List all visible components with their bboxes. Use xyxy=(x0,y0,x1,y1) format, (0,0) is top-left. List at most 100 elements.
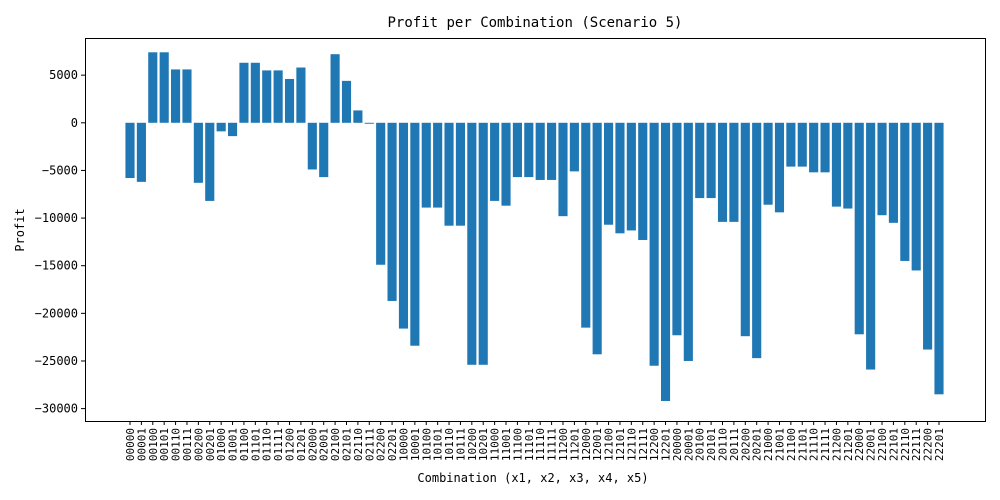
y-tick-label: −20000 xyxy=(35,306,78,320)
x-tick-label: 22201 xyxy=(933,428,946,461)
bar-11111 xyxy=(547,122,557,180)
bar-11001 xyxy=(501,122,511,206)
bar-22001 xyxy=(866,122,876,370)
bar-00200 xyxy=(193,122,203,183)
x-tick-label: 22200 xyxy=(922,428,935,461)
bar-00001 xyxy=(136,122,146,182)
x-tick-label: 00001 xyxy=(135,428,148,461)
bar-02111 xyxy=(364,122,374,124)
bar-22201 xyxy=(934,122,944,395)
bar-20101 xyxy=(706,122,716,199)
bar-02200 xyxy=(376,122,386,265)
x-tick-label: 02001 xyxy=(318,428,331,461)
bar-10000 xyxy=(398,122,409,329)
bar-01000 xyxy=(216,122,226,132)
x-tick-label: 10000 xyxy=(397,428,410,461)
x-tick-label: 11111 xyxy=(546,428,559,461)
bar-11110 xyxy=(535,122,545,180)
bar-10201 xyxy=(478,122,488,365)
x-tick-label: 00200 xyxy=(192,428,205,461)
bar-20000 xyxy=(672,122,682,336)
x-tick-label: 20201 xyxy=(751,428,764,461)
x-tick-label: 12001 xyxy=(591,428,604,461)
x-tick-label: 00111 xyxy=(181,428,194,461)
x-tick-label: 01110 xyxy=(261,428,274,461)
x-tick-label: 02100 xyxy=(329,428,342,461)
x-tick-label: 02200 xyxy=(375,428,388,461)
y-tick-label: −25000 xyxy=(35,354,78,368)
x-tick-label: 01201 xyxy=(295,428,308,461)
x-tick-label: 21000 xyxy=(762,428,775,461)
bar-21111 xyxy=(820,122,830,173)
bar-20200 xyxy=(740,122,750,337)
x-tick-label: 22111 xyxy=(910,428,923,461)
x-tick-label: 10110 xyxy=(443,428,456,461)
bar-01100 xyxy=(239,62,249,123)
x-tick-label: 12200 xyxy=(648,428,661,461)
bar-21110 xyxy=(809,122,819,173)
x-tick-label: 02110 xyxy=(352,428,365,461)
x-tick-label: 11100 xyxy=(511,428,524,461)
x-tick-label: 21201 xyxy=(842,428,855,461)
bar-00201 xyxy=(205,122,215,201)
x-tick-label: 02101 xyxy=(340,428,353,461)
bar-11101 xyxy=(524,122,534,178)
bar-22111 xyxy=(911,122,921,271)
x-tick-label: 10200 xyxy=(466,428,479,461)
x-tick-label: 12201 xyxy=(660,428,673,461)
bar-20110 xyxy=(717,122,728,222)
bar-02101 xyxy=(341,80,352,123)
bar-10100 xyxy=(421,122,431,208)
y-tick-label: −10000 xyxy=(35,211,78,225)
bar-02100 xyxy=(330,54,340,123)
bar-21200 xyxy=(831,122,842,207)
bar-22200 xyxy=(923,122,933,350)
bar-10110 xyxy=(444,122,454,226)
bar-12111 xyxy=(638,122,648,240)
x-tick-label: 12100 xyxy=(603,428,616,461)
chart-title: Profit per Combination (Scenario 5) xyxy=(387,15,682,31)
y-tick-label: −15000 xyxy=(35,259,78,273)
x-tick-label: 11200 xyxy=(557,428,570,461)
x-tick-label: 20200 xyxy=(739,428,752,461)
bar-11100 xyxy=(512,122,522,178)
x-tick-label: 12111 xyxy=(637,428,650,461)
bar-00110 xyxy=(171,69,181,123)
bar-21100 xyxy=(786,122,796,167)
x-axis-label: Combination (x1, x2, x3, x4, x5) xyxy=(417,471,648,485)
bar-12200 xyxy=(649,122,659,366)
bar-21001 xyxy=(774,122,785,213)
x-tick-label: 21101 xyxy=(796,428,809,461)
x-tick-label: 22001 xyxy=(865,428,878,461)
bar-11200 xyxy=(558,122,568,217)
x-tick-label: 02111 xyxy=(363,428,376,461)
y-axis-label: Profit xyxy=(13,208,27,251)
bar-10200 xyxy=(467,122,477,365)
bars-group xyxy=(125,52,944,401)
bar-12101 xyxy=(615,122,625,234)
x-tick-label: 21111 xyxy=(819,428,832,461)
bar-21101 xyxy=(797,122,807,167)
x-tick-label: 12110 xyxy=(625,428,638,461)
bar-10101 xyxy=(433,122,443,208)
x-tick-label: 11101 xyxy=(523,428,536,461)
bar-22100 xyxy=(877,122,887,216)
x-tick-label: 12101 xyxy=(614,428,627,461)
bar-01101 xyxy=(250,62,260,123)
x-tick-label: 20110 xyxy=(717,428,730,461)
bar-02000 xyxy=(307,122,317,170)
bar-12100 xyxy=(604,122,614,225)
plot-frame xyxy=(85,38,986,422)
bar-11000 xyxy=(490,122,500,201)
bar-02110 xyxy=(353,110,363,123)
x-tick-label: 21001 xyxy=(773,428,786,461)
x-tick-label: 12000 xyxy=(580,428,593,461)
x-tick-label: 00101 xyxy=(158,428,171,461)
x-tick-label: 20101 xyxy=(705,428,718,461)
bar-00101 xyxy=(159,52,169,123)
bar-02001 xyxy=(319,122,329,178)
x-tick-label: 00110 xyxy=(170,428,183,461)
bar-22110 xyxy=(900,122,910,261)
x-tick-label: 01200 xyxy=(284,428,297,461)
